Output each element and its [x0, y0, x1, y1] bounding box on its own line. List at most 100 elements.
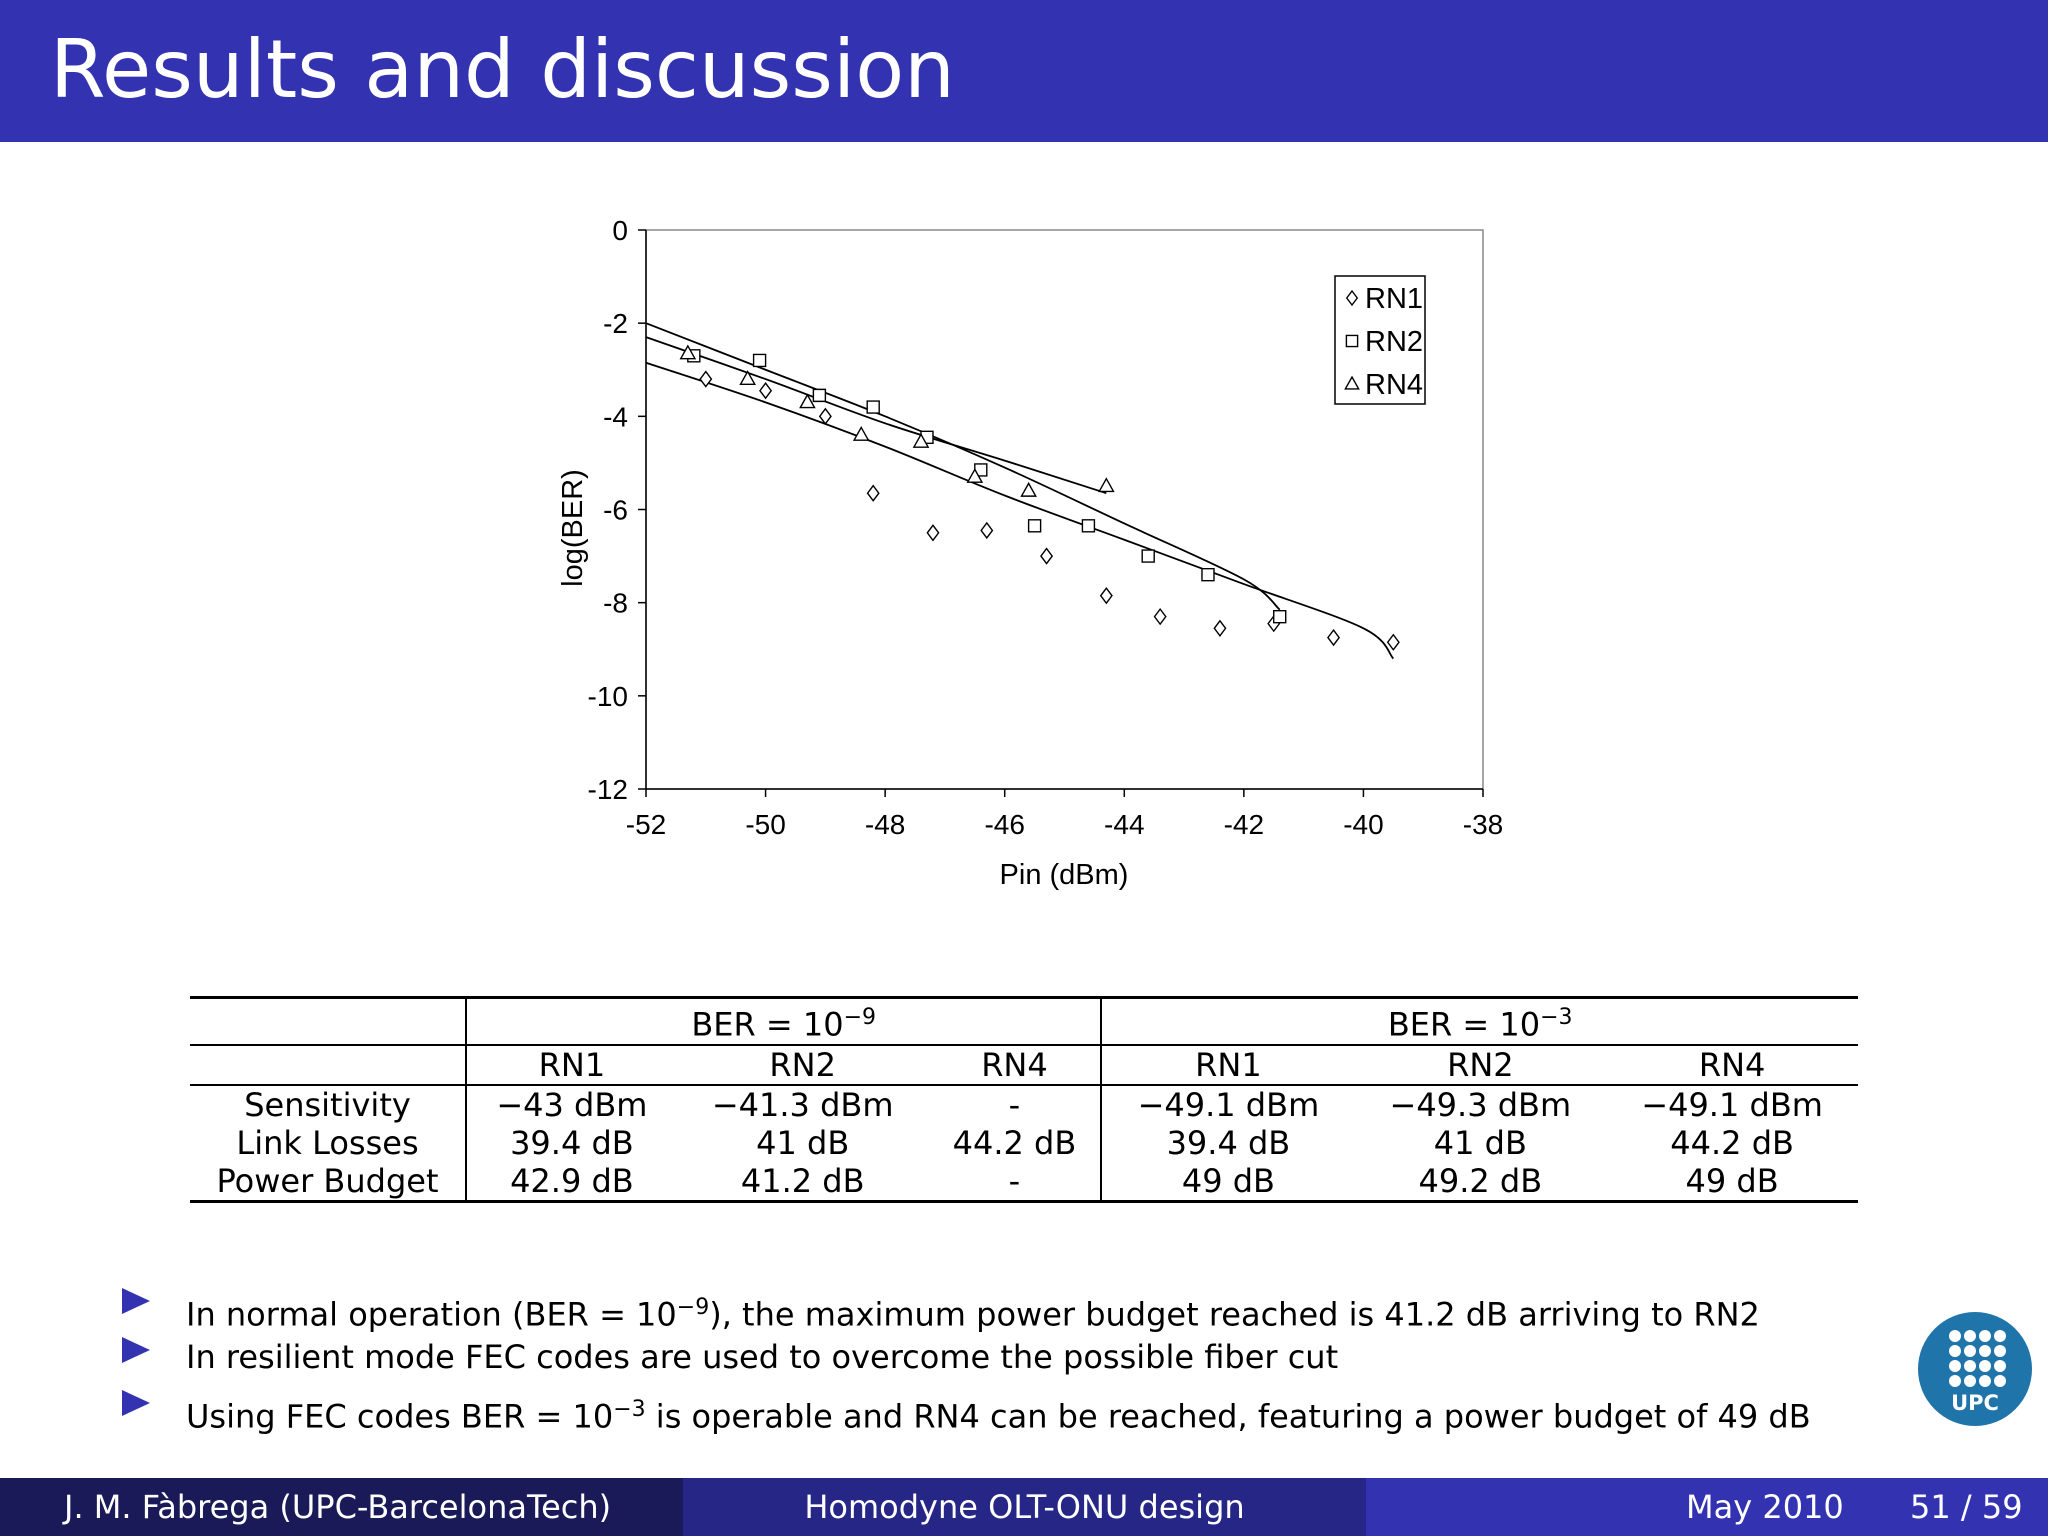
trend-line-rn4: [645, 336, 1107, 495]
results-table: BER = 10−9 BER = 10−3 RN1 RN2 RN4 RN1 RN…: [190, 995, 1858, 1203]
data-point-rn1: [818, 407, 832, 425]
column-header: RN2: [1354, 1043, 1607, 1085]
bullet-text-part: is operable and RN4 can be reached, feat…: [645, 1397, 1811, 1436]
x-tick-label: -48: [865, 809, 905, 840]
column-header: RN1: [1101, 1043, 1355, 1085]
bullet-text: In normal operation (BER = 10−9), the ma…: [186, 1288, 1760, 1335]
table-cell: −49.1 dBm: [1606, 1083, 1858, 1124]
data-point-rn1: [866, 484, 880, 502]
upc-logo: UPC: [1918, 1312, 2032, 1426]
legend-marker-rn1: [1345, 289, 1359, 307]
group-header-ber9-exp: −9: [843, 1005, 877, 1030]
data-point-rn1: [926, 524, 940, 542]
data-point-rn1: [980, 521, 994, 540]
slide-title: Results and discussion: [50, 23, 955, 116]
data-point-rn2: [752, 353, 767, 368]
table-cell: -: [928, 1083, 1103, 1124]
legend-marker-rn4: [1344, 375, 1360, 390]
legend-marker-rn2: [1345, 334, 1359, 348]
bullet-text-part: ), the maximum power budget reached is 4…: [709, 1295, 1760, 1334]
table-cell: 41.2 dB: [676, 1161, 929, 1203]
group-header-ber3: BER = 10−3: [1101, 995, 1858, 1045]
data-point-rn2: [866, 400, 880, 414]
footer-talk-title: Homodyne OLT-ONU design: [804, 1488, 1245, 1526]
data-point-rn4: [679, 344, 697, 360]
y-axis-ticks: 0 -2 -4 -6 -8 -10 -12: [588, 215, 646, 805]
y-axis-label: log(BER): [557, 469, 589, 587]
group-header-ber3-exp: −3: [1540, 1005, 1573, 1030]
slide-header: Results and discussion: [0, 0, 2048, 142]
y-tick-label: -12: [588, 774, 628, 805]
table-corner: [190, 995, 467, 1045]
data-point-rn4: [739, 370, 756, 386]
row-label: Sensitivity: [190, 1083, 467, 1124]
x-axis-label: Pin (dBm): [1000, 859, 1129, 891]
slide-footer: J. M. Fàbrega (UPC-BarcelonaTech) Homody…: [0, 1478, 2048, 1536]
bullet-triangle-icon: [122, 1288, 150, 1314]
y-tick-label: -6: [603, 495, 628, 526]
x-tick-label: -42: [1224, 809, 1264, 840]
legend-label: RN4: [1365, 369, 1423, 401]
column-header-empty: [190, 1043, 467, 1085]
table-cell: 41 dB: [756, 1123, 850, 1162]
y-tick-label: -10: [588, 681, 628, 712]
data-point-rn1: [1040, 547, 1054, 565]
data-point-rn1: [699, 370, 713, 388]
bullet-exponent: −3: [613, 1397, 646, 1422]
x-axis-ticks: -52 -50 -48 -46 -44 -42 -40 -38: [626, 789, 1503, 840]
footer-date: May 2010: [1686, 1488, 1844, 1526]
legend-label: RN2: [1365, 326, 1423, 358]
data-point-rn1: [1386, 633, 1400, 651]
column-header: RN4: [1606, 1043, 1858, 1085]
logo-text: UPC: [1951, 1391, 1999, 1415]
trend-lines: [645, 322, 1395, 660]
row-label: Power Budget: [190, 1161, 467, 1203]
group-header-ber3-text: BER = 10: [1387, 1005, 1541, 1044]
table-cell: 49 dB: [1101, 1161, 1355, 1203]
group-header-ber9: BER = 10−9: [466, 995, 1103, 1045]
table-cell: 42.9 dB: [466, 1161, 677, 1203]
data-point-rn4: [1020, 481, 1037, 497]
table-row: Link Losses 39.4 dB 41 dB 44.2 dB 39.4 d…: [190, 1123, 1858, 1162]
column-header: RN2: [676, 1043, 929, 1085]
data-point-rn4: [912, 433, 930, 448]
table-row: Power Budget 42.9 dB 41.2 dB - 49 dB 49.…: [190, 1161, 1858, 1203]
table-group-header-row: BER = 10−9 BER = 10−3: [190, 995, 1858, 1045]
bullet-exponent: −9: [676, 1295, 710, 1320]
bullet-text: In resilient mode FEC codes are used to …: [186, 1338, 1339, 1376]
column-header: RN1: [466, 1043, 677, 1085]
data-point-rn4: [799, 393, 816, 409]
table-cell: 49 dB: [1606, 1161, 1858, 1203]
table-column-header-row: RN1 RN2 RN4 RN1 RN2 RN4: [190, 1043, 1858, 1085]
x-tick-label: -52: [626, 809, 666, 840]
x-tick-label: -44: [1104, 809, 1144, 840]
data-point-rn2: [1081, 519, 1096, 533]
x-tick-label: -40: [1343, 809, 1383, 840]
y-tick-label: -4: [603, 401, 628, 432]
x-tick-label: -50: [745, 809, 785, 840]
table-row: Sensitivity −43 dBm −41.3 dBm - −49.1 dB…: [190, 1083, 1858, 1124]
x-tick-label: -46: [984, 809, 1024, 840]
bullet-triangle-icon: [122, 1337, 150, 1363]
table-cell: 39.4 dB: [510, 1123, 634, 1162]
legend-label: RN1: [1365, 283, 1423, 315]
bullet-text-part: In normal operation (BER = 10: [186, 1295, 677, 1334]
footer-page-number: 51 / 59: [1910, 1488, 2023, 1526]
data-point-rn1: [1213, 619, 1227, 637]
table-cell: -: [928, 1161, 1103, 1203]
table-cell: 39.4 dB: [1166, 1123, 1291, 1162]
table-cell: 44.2 dB: [928, 1123, 1103, 1162]
table-cell: −49.1 dBm: [1101, 1083, 1355, 1124]
column-header: RN4: [928, 1043, 1103, 1085]
y-tick-label: -2: [603, 308, 628, 339]
data-point-rn1: [1099, 587, 1113, 605]
table-cell: 41 dB: [1433, 1123, 1527, 1162]
footer-title-panel: Homodyne OLT-ONU design: [683, 1478, 1366, 1536]
y-tick-label: 0: [612, 215, 628, 246]
row-label: Link Losses: [190, 1123, 467, 1162]
table-cell: −49.3 dBm: [1354, 1083, 1607, 1124]
chart-legend: RN1 RN2 RN4: [1334, 275, 1426, 405]
group-header-ber9-text: BER = 10: [691, 1005, 844, 1044]
bullet-triangle-icon: [122, 1390, 150, 1416]
x-tick-label: -38: [1463, 809, 1503, 840]
